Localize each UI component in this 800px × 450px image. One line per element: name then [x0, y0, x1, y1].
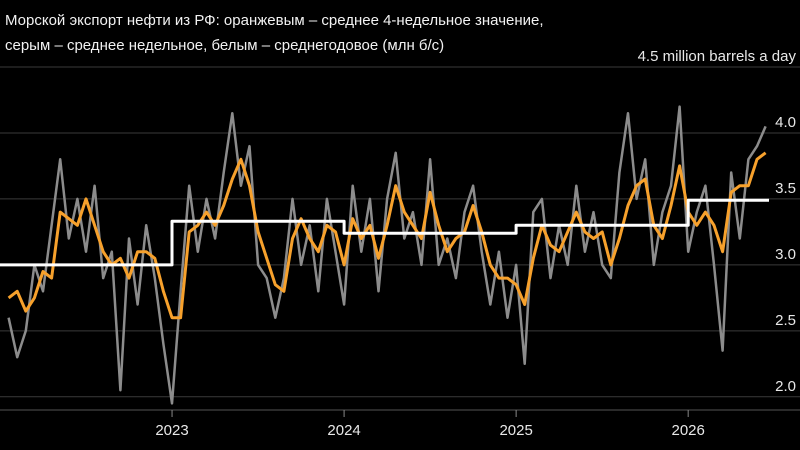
- x-tick-label: 2025: [499, 422, 532, 439]
- chart-title: серым – среднее недельное, белым – средн…: [5, 37, 444, 54]
- series-line: [0, 198, 769, 267]
- y-tick-label: 2.5: [775, 312, 796, 329]
- x-tick-label: 2026: [671, 422, 704, 439]
- y-tick-label: 3.5: [775, 180, 796, 197]
- y-tick-label: 4.5 million barrels a day: [638, 48, 797, 65]
- y-tick-label: 3.0: [775, 246, 796, 263]
- x-tick-label: 2024: [327, 422, 360, 439]
- series-line: [7, 105, 767, 405]
- chart-title: Морской экспорт нефти из РФ: оранжевым –…: [5, 12, 544, 29]
- y-tick-label: 4.0: [775, 114, 796, 131]
- series-line: [7, 151, 767, 320]
- y-tick-label: 2.0: [775, 378, 796, 395]
- x-tick-label: 2023: [155, 422, 188, 439]
